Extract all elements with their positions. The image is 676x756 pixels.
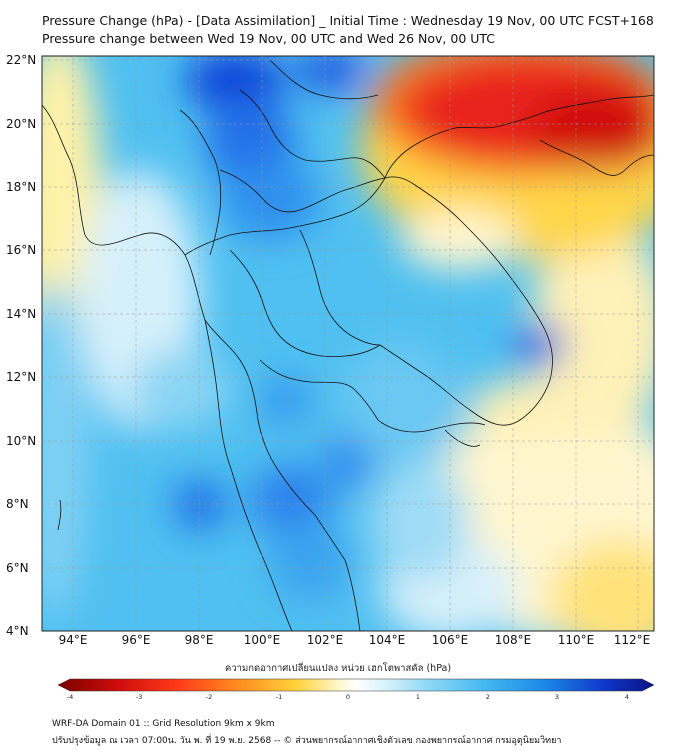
model-info: WRF-DA Domain 01 :: Grid Resolution 9km … [52,719,275,729]
lat-label: 16°N [6,243,37,257]
lat-label: 10°N [6,434,37,448]
lon-label: 112°E [613,633,651,647]
lat-label: 6°N [6,561,29,575]
lat-label: 22°N [6,53,37,67]
lat-label: 18°N [6,180,37,194]
colorbar-tick: -2 [205,693,213,701]
colorbar [57,678,655,692]
chart-subtitle: Pressure change between Wed 19 Nov, 00 U… [42,31,496,46]
pressure-field [42,56,654,631]
lon-label: 96°E [121,633,151,647]
update-credit: ปรับปรุงข้อมูล ณ เวลา 07:00น. วัน พ. ที่… [52,736,562,746]
lon-label: 94°E [58,633,88,647]
lon-label: 110°E [557,633,595,647]
lat-label: 12°N [6,370,37,384]
colorbar-title: ความกดอากาศเปลี่ยนแปลง หน่วย เฮกโตพาสคัล… [224,663,452,674]
colorbar-tick: 3 [554,693,560,701]
lon-label: 100°E [243,633,281,647]
lon-label: 104°E [368,633,406,647]
lat-label: 20°N [6,117,37,131]
colorbar-tick: 0 [345,693,351,701]
lon-label: 102°E [306,633,344,647]
colorbar-tick: -1 [275,693,283,701]
lon-label: 98°E [184,633,214,647]
colorbar-tick: -3 [135,693,143,701]
lat-label: 14°N [6,307,37,321]
lon-label: 108°E [494,633,532,647]
map-border [41,55,655,632]
colorbar-tick: 1 [415,693,421,701]
lon-label: 106°E [431,633,469,647]
coastlines [42,59,654,631]
lat-label: 4°N [6,624,29,638]
colorbar-tick: 4 [624,693,630,701]
chart-title: Pressure Change (hPa) - [Data Assimilati… [42,13,654,28]
lat-label: 8°N [6,497,29,511]
gridlines [42,56,654,631]
colorbar-tick: -4 [66,693,74,701]
colorbar-tick: 2 [485,693,491,701]
